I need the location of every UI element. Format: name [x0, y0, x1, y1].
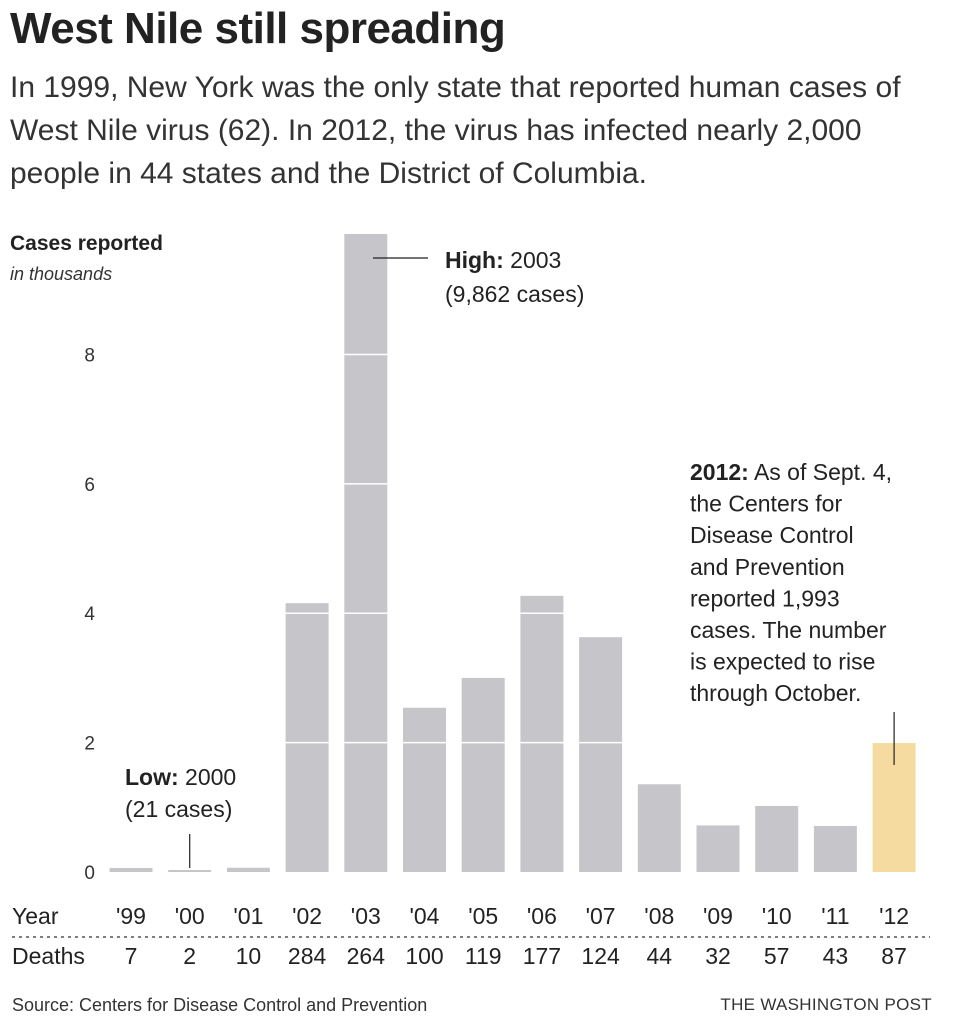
- deaths-10: 32: [705, 943, 731, 969]
- x-tick-3: '02: [292, 903, 322, 929]
- y-tick-0: 0: [84, 863, 95, 884]
- bar-0: [109, 867, 153, 872]
- x-tick-labels: '99 '00 '01 '02 '03 '04 '05 '06 '07 '08 '09 '10 '11 '…: [116, 903, 909, 929]
- x-tick-10: '09: [703, 903, 733, 929]
- deaths-9: 44: [647, 943, 673, 969]
- x-tick-12: '11: [821, 903, 849, 929]
- x-tick-5: '04: [410, 903, 440, 929]
- deaths-7: 177: [523, 943, 561, 969]
- x-tick-11: '10: [762, 903, 792, 929]
- bar-1: [168, 870, 212, 872]
- bar-6: [461, 677, 505, 872]
- deaths-2: 10: [236, 943, 262, 969]
- bar-7: [520, 595, 564, 872]
- annotation-2012-line-2: Disease Control: [690, 522, 854, 548]
- deaths-6: 119: [465, 943, 502, 969]
- annotation-2012-line-3: and Prevention: [690, 554, 845, 580]
- y-tick-6: 6: [84, 475, 95, 496]
- annotation-2012-line-0: 2012: As of Sept. 4,: [690, 459, 892, 485]
- y-tick-labels: 0 2 4 6 8: [84, 345, 95, 884]
- annotation-low-label: Low:: [125, 764, 179, 790]
- annotation-2012-line-4: reported 1,993: [690, 585, 840, 611]
- annotation-2012-line-5: cases. The number: [690, 617, 887, 643]
- deaths-0: 7: [125, 943, 138, 969]
- annotation-low-detail: (21 cases): [125, 796, 232, 822]
- annotation-2012-line-1: the Centers for: [690, 491, 842, 517]
- x-tick-8: '07: [586, 903, 616, 929]
- deaths-12: 43: [823, 943, 849, 969]
- annotation-low: Low: 2000: [125, 764, 236, 790]
- y-tick-2: 2: [84, 734, 95, 755]
- x-tick-6: '05: [468, 903, 498, 929]
- x-tick-4: '03: [351, 903, 381, 929]
- deaths-5: 100: [405, 943, 443, 969]
- annotation-2012-line-6: is expected to rise: [690, 649, 875, 675]
- x-tick-0: '99: [116, 903, 146, 929]
- chart-title: West Nile still spreading: [10, 4, 506, 53]
- y-axis-unit: in thousands: [10, 264, 112, 284]
- bar-chart: Cases reported in thousands 0 2 4 6 8 High: …: [10, 232, 930, 969]
- annotation-high: High: 2003: [445, 247, 561, 273]
- x-tick-9: '08: [644, 903, 674, 929]
- annotation-high-year: 2003: [504, 247, 562, 273]
- bar-8: [579, 637, 623, 872]
- deaths-3: 284: [288, 943, 327, 969]
- deaths-4: 264: [347, 943, 386, 969]
- x-tick-7: '06: [527, 903, 557, 929]
- bar-3: [285, 603, 329, 872]
- bars: [109, 234, 916, 872]
- annotation-low-year: 2000: [179, 764, 237, 790]
- bar-2: [226, 867, 270, 872]
- source-note: Source: Centers for Disease Control and …: [12, 995, 428, 1015]
- x-tick-1: '00: [175, 903, 205, 929]
- y-axis-title: Cases reported: [10, 232, 163, 255]
- annotation-2012-line-7: through October.: [690, 680, 861, 706]
- deaths-13: 87: [881, 943, 907, 969]
- annotation-2012: 2012: As of Sept. 4, the Centers for Dise…: [690, 459, 892, 706]
- annotation-high-label: High:: [445, 247, 504, 273]
- year-row-label: Year: [12, 903, 59, 929]
- x-tick-13: '12: [879, 903, 909, 929]
- annotation-leaders: [189, 257, 895, 868]
- chart-subtitle: In 1999, New York was the only state tha…: [10, 71, 901, 190]
- deaths-1: 2: [183, 943, 196, 969]
- bar-12: [813, 825, 857, 872]
- bar-5: [403, 707, 446, 872]
- bar-9: [637, 784, 681, 872]
- deaths-values: 7 2 10 284 264 100 119 177 124 44 32 57 43 87: [125, 943, 907, 969]
- annotation-2012-text: As of Sept. 4,: [749, 459, 892, 485]
- annotation-2012-label: 2012:: [690, 459, 749, 485]
- bar-11: [755, 805, 799, 872]
- bar-4: [344, 234, 388, 872]
- y-tick-4: 4: [84, 604, 95, 625]
- bar-10: [696, 825, 740, 872]
- deaths-row-label: Deaths: [12, 943, 85, 969]
- x-tick-2: '01: [233, 903, 263, 929]
- publisher-credit: THE WASHINGTON POST: [720, 995, 932, 1014]
- bar-separators: [285, 353, 623, 744]
- annotation-high-detail: (9,862 cases): [445, 281, 584, 307]
- y-tick-8: 8: [84, 345, 95, 366]
- deaths-11: 57: [764, 943, 790, 969]
- deaths-8: 124: [581, 943, 620, 969]
